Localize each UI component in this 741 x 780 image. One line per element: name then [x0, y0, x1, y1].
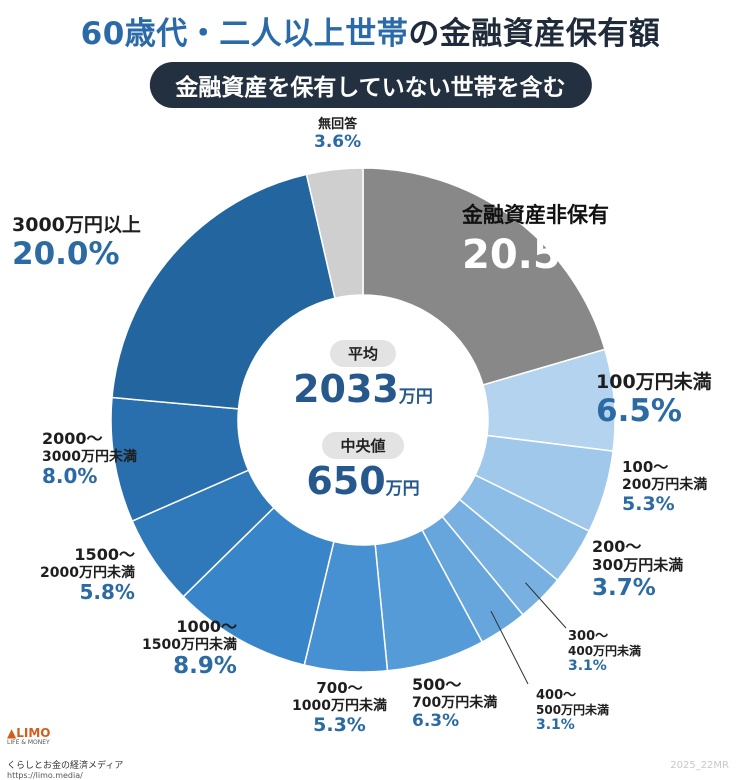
limo-logo: ▲LIMO LIFE & MONEY くらしとお金の経済メディア https:/…: [7, 722, 123, 780]
slice-category-line1: 500〜: [412, 675, 462, 694]
slice-category-line2: 400万円未満: [568, 644, 642, 659]
donut-slice: [362, 167, 606, 386]
mean-block: 平均 2033万円: [258, 340, 468, 411]
slice-label-500-700: 500〜 700万円未満 6.3%: [412, 675, 498, 732]
slice-value: 8.0%: [42, 464, 98, 489]
slice-category-line1: 300〜: [568, 629, 609, 644]
median-block: 中央値 650万円: [258, 432, 468, 503]
leader-lines: [490, 582, 567, 685]
slice-value: 20.5%: [462, 231, 601, 278]
leader-line: [525, 582, 567, 629]
slice-label-no-assets: 金融資産非保有 20.5%: [462, 203, 609, 279]
slice-label-700-1000: 700〜 1000万円未満 5.3%: [292, 679, 387, 737]
slice-category-line2: 2000万円未満: [40, 564, 135, 581]
logo-mark: ▲LIMO: [7, 726, 51, 740]
slice-category: 100万円未満: [596, 371, 712, 393]
slice-category-line1: 1500〜: [74, 545, 135, 564]
slice-value: 5.3%: [313, 714, 366, 737]
slice-category-line2: 200万円未満: [622, 476, 708, 493]
page-title: 60歳代・二人以上世帯の金融資産保有額: [0, 8, 741, 53]
mean-unit: 万円: [398, 387, 433, 407]
media-url: https://limo.media/: [7, 771, 83, 780]
slice-value: 6.5%: [596, 393, 682, 430]
slice-label-no-answer: 無回答 3.6%: [314, 117, 361, 152]
median-value: 650: [306, 459, 386, 503]
slice-label-1000-1500: 1000〜 1500万円未満 8.9%: [142, 617, 237, 681]
slice-category-line1: 1000〜: [176, 617, 237, 636]
slice-label-1500-2000: 1500〜 2000万円未満 5.8%: [40, 545, 135, 605]
slice-category: 金融資産非保有: [462, 203, 609, 227]
slice-label-under-100: 100万円未満 6.5%: [596, 371, 712, 430]
donut-slice: [305, 167, 364, 300]
slice-value: 5.8%: [79, 580, 135, 605]
logo-text: LIMO: [16, 726, 51, 740]
slice-label-200-300: 200〜 300万円未満 3.7%: [592, 537, 684, 602]
title-part1: 60歳代・二人以上世帯: [80, 16, 409, 52]
slice-category-line1: 700〜: [316, 679, 363, 697]
slice-value: 20.0%: [12, 236, 120, 273]
slice-value: 3.7%: [592, 574, 656, 601]
chart-code: 2025_22MR: [670, 760, 729, 771]
median-label: 中央値: [322, 432, 404, 459]
slice-value: 3.6%: [314, 132, 362, 153]
slice-label-2000-3000: 2000〜 3000万円未満 8.0%: [42, 429, 137, 489]
slice-label-over-3000: 3000万円以上 20.0%: [12, 214, 141, 273]
donut-slice: [111, 173, 336, 410]
mean-value: 2033: [293, 367, 399, 411]
slice-value: 6.3%: [412, 711, 460, 732]
slice-category-line1: 200〜: [592, 537, 642, 556]
slice-category-line2: 1000万円未満: [292, 697, 387, 714]
title-part2: の金融資産保有額: [408, 16, 661, 52]
slice-category: 3000万円以上: [12, 214, 141, 236]
slice-category-line2: 3000万円未満: [42, 448, 137, 465]
slice-category-line2: 700万円未満: [412, 694, 498, 711]
slice-value: 3.1%: [536, 717, 575, 734]
slice-category-line1: 100〜: [622, 458, 669, 476]
slice-category-line1: 400〜: [536, 688, 577, 703]
slice-value: 3.1%: [568, 658, 607, 675]
median-unit: 万円: [385, 479, 420, 499]
slice-value: 5.3%: [622, 493, 675, 516]
slice-label-300-400: 300〜 400万円未満 3.1%: [568, 629, 641, 675]
logo-tagline: LIFE & MONEY: [7, 739, 50, 746]
media-tagline: くらしとお金の経済メディア: [7, 761, 124, 771]
leader-line: [490, 610, 529, 685]
slice-category: 無回答: [318, 117, 358, 132]
slice-category-line2: 300万円未満: [592, 555, 684, 574]
slice-category-line2: 1500万円未満: [142, 636, 237, 653]
slice-label-100-200: 100〜 200万円未満 5.3%: [622, 458, 708, 516]
slice-value: 8.9%: [173, 653, 237, 680]
donut-slices: [110, 167, 616, 673]
subtitle-banner: 金融資産を保有していない世帯を含む: [149, 62, 592, 108]
slice-label-400-500: 400〜 500万円未満 3.1%: [536, 688, 609, 734]
slice-category-line2: 500万円未満: [536, 703, 610, 718]
mean-label: 平均: [329, 340, 396, 367]
slice-category-line1: 2000〜: [42, 429, 103, 448]
